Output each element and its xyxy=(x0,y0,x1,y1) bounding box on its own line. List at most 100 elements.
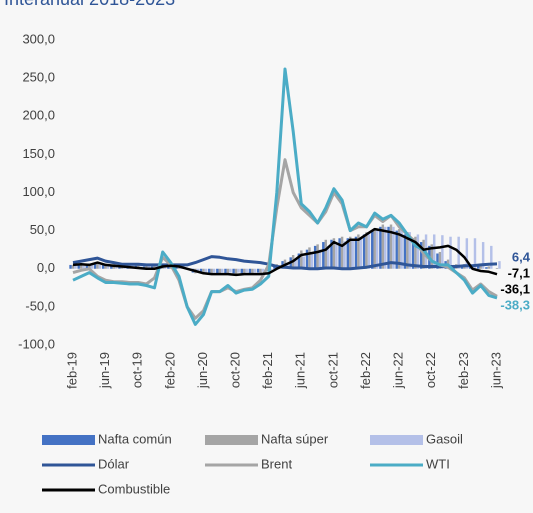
bar xyxy=(153,265,156,269)
bar xyxy=(416,234,420,269)
bar xyxy=(216,268,219,274)
legend-swatch xyxy=(205,435,258,445)
bar xyxy=(343,241,346,269)
bar xyxy=(408,232,411,269)
bar xyxy=(367,234,371,269)
bar xyxy=(340,236,344,269)
bar xyxy=(384,226,387,269)
bar xyxy=(389,224,393,269)
bar xyxy=(175,267,178,269)
legend-label: Brent xyxy=(261,456,292,471)
bar xyxy=(406,232,409,269)
x-tick-label: feb-20 xyxy=(162,352,177,389)
line xyxy=(72,67,498,326)
bar xyxy=(110,264,113,269)
bar xyxy=(79,264,83,269)
chart-title: Interanual 2018-2023 xyxy=(4,0,175,9)
legend-label: Nafta común xyxy=(98,431,172,446)
bar xyxy=(232,268,235,274)
bar xyxy=(104,264,107,269)
x-tick-label: feb-22 xyxy=(358,352,373,389)
x-tick-label: oct-22 xyxy=(423,352,438,388)
bar xyxy=(114,265,118,269)
x-tick-label: oct-21 xyxy=(325,352,340,388)
bar xyxy=(167,266,170,269)
bar xyxy=(82,265,85,269)
x-tick-label: jun-23 xyxy=(488,352,503,389)
bar xyxy=(473,238,477,269)
bar xyxy=(196,268,199,272)
x-tick-label: feb-23 xyxy=(456,352,471,389)
value-label: 6,4 xyxy=(512,249,531,264)
y-tick-label: -100,0 xyxy=(18,336,55,351)
value-label: -36,1 xyxy=(500,282,530,297)
bar xyxy=(71,264,75,269)
line xyxy=(72,255,498,271)
bar xyxy=(395,230,398,269)
bar xyxy=(397,229,401,269)
bar xyxy=(297,253,301,269)
bar xyxy=(218,268,221,275)
bar xyxy=(326,245,330,269)
line xyxy=(72,227,498,277)
bar xyxy=(359,238,363,269)
bar xyxy=(302,256,305,269)
bar xyxy=(322,242,325,269)
bar xyxy=(240,268,244,274)
bar xyxy=(308,247,311,269)
bar xyxy=(465,238,469,269)
bar xyxy=(269,268,273,271)
bar xyxy=(96,263,99,269)
bar xyxy=(324,239,327,269)
bar xyxy=(490,245,493,269)
bar xyxy=(485,267,488,269)
bar xyxy=(403,234,407,269)
bar xyxy=(106,264,110,269)
bar xyxy=(245,268,248,273)
bar xyxy=(248,268,252,274)
bar xyxy=(392,226,395,269)
bar xyxy=(207,268,211,274)
x-tick-label: jun-20 xyxy=(195,352,210,389)
bar xyxy=(310,253,314,269)
x-tick-label: oct-20 xyxy=(228,352,243,388)
bar xyxy=(204,268,208,273)
bar xyxy=(432,234,436,269)
bar xyxy=(449,236,452,269)
bar xyxy=(316,244,319,269)
bar xyxy=(487,266,491,269)
bar xyxy=(330,239,333,269)
bar xyxy=(313,245,317,269)
bar xyxy=(495,267,499,269)
bar xyxy=(351,239,354,269)
bar xyxy=(199,268,203,274)
bar xyxy=(243,268,246,275)
bar xyxy=(300,250,303,269)
bar xyxy=(220,268,224,273)
y-tick-label: 200,0 xyxy=(22,108,55,123)
x-tick-label: jun-19 xyxy=(97,352,112,389)
legend-label: Combustible xyxy=(98,481,170,496)
x-tick-label: feb-19 xyxy=(64,352,79,389)
bar xyxy=(286,262,289,269)
bar xyxy=(373,229,376,269)
bar xyxy=(477,266,480,269)
bar xyxy=(202,268,205,275)
bar xyxy=(145,265,148,269)
bar xyxy=(419,242,423,269)
y-tick-label: 0,0 xyxy=(37,260,55,275)
y-tick-label: -50,0 xyxy=(25,298,55,313)
bar xyxy=(69,264,72,269)
bar xyxy=(338,238,341,269)
bar xyxy=(379,226,382,269)
bar xyxy=(85,264,89,269)
x-tick-label: jun-21 xyxy=(293,352,308,389)
value-label: -38,3 xyxy=(500,298,530,313)
bar xyxy=(163,266,167,269)
bar xyxy=(381,224,385,269)
legend-label: WTI xyxy=(426,456,450,471)
bar xyxy=(430,244,433,269)
bar xyxy=(318,249,322,269)
bar xyxy=(90,264,93,269)
